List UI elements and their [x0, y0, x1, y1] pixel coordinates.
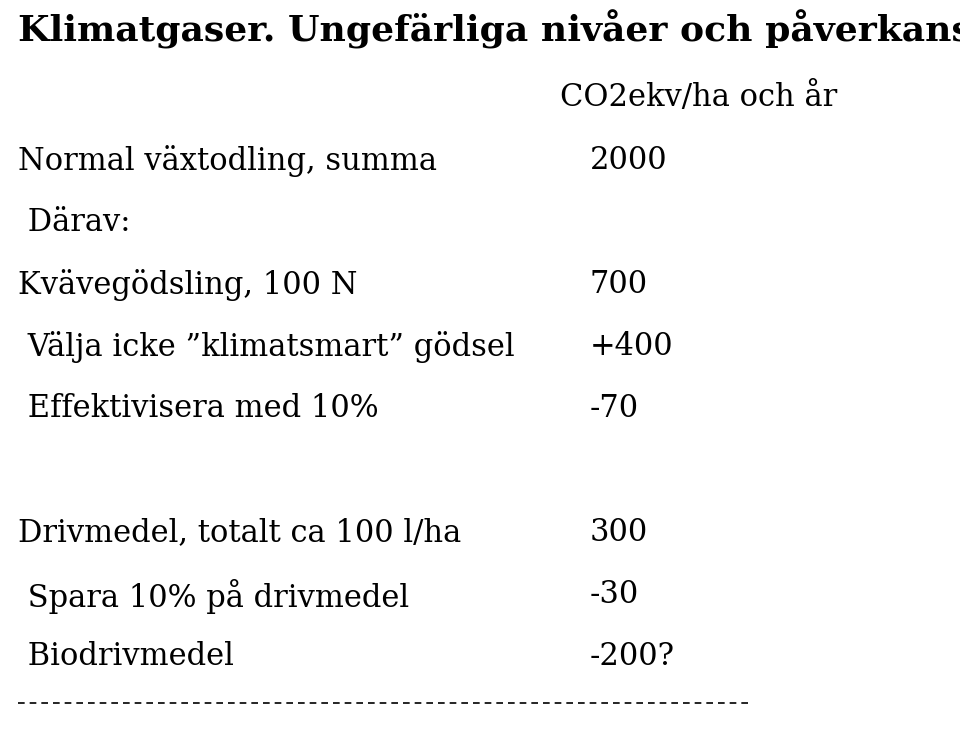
Text: -70: -70 [590, 393, 639, 424]
Text: Därav:: Därav: [18, 207, 131, 238]
Text: Klimatgaser. Ungefärliga nivåer och påverkansmöjlighet: Klimatgaser. Ungefärliga nivåer och påve… [18, 10, 960, 49]
Text: Välja icke ”klimatsmart” gödsel: Välja icke ”klimatsmart” gödsel [18, 331, 515, 363]
Text: CO2ekv/ha och år: CO2ekv/ha och år [560, 82, 837, 113]
Text: -30: -30 [590, 579, 639, 610]
Text: 700: 700 [590, 269, 648, 300]
Text: Normal växtodling, summa: Normal växtodling, summa [18, 145, 437, 177]
Text: +400: +400 [590, 331, 674, 362]
Text: -200?: -200? [590, 641, 675, 672]
Text: Kvävegödsling, 100 N: Kvävegödsling, 100 N [18, 269, 357, 301]
Text: Drivmedel, totalt ca 100 l/ha: Drivmedel, totalt ca 100 l/ha [18, 517, 461, 548]
Text: 2000: 2000 [590, 145, 667, 176]
Text: Effektivisera med 10%: Effektivisera med 10% [18, 393, 378, 424]
Text: Biodrivmedel: Biodrivmedel [18, 641, 234, 672]
Text: Spara 10% på drivmedel: Spara 10% på drivmedel [18, 579, 409, 614]
Text: 300: 300 [590, 517, 648, 548]
